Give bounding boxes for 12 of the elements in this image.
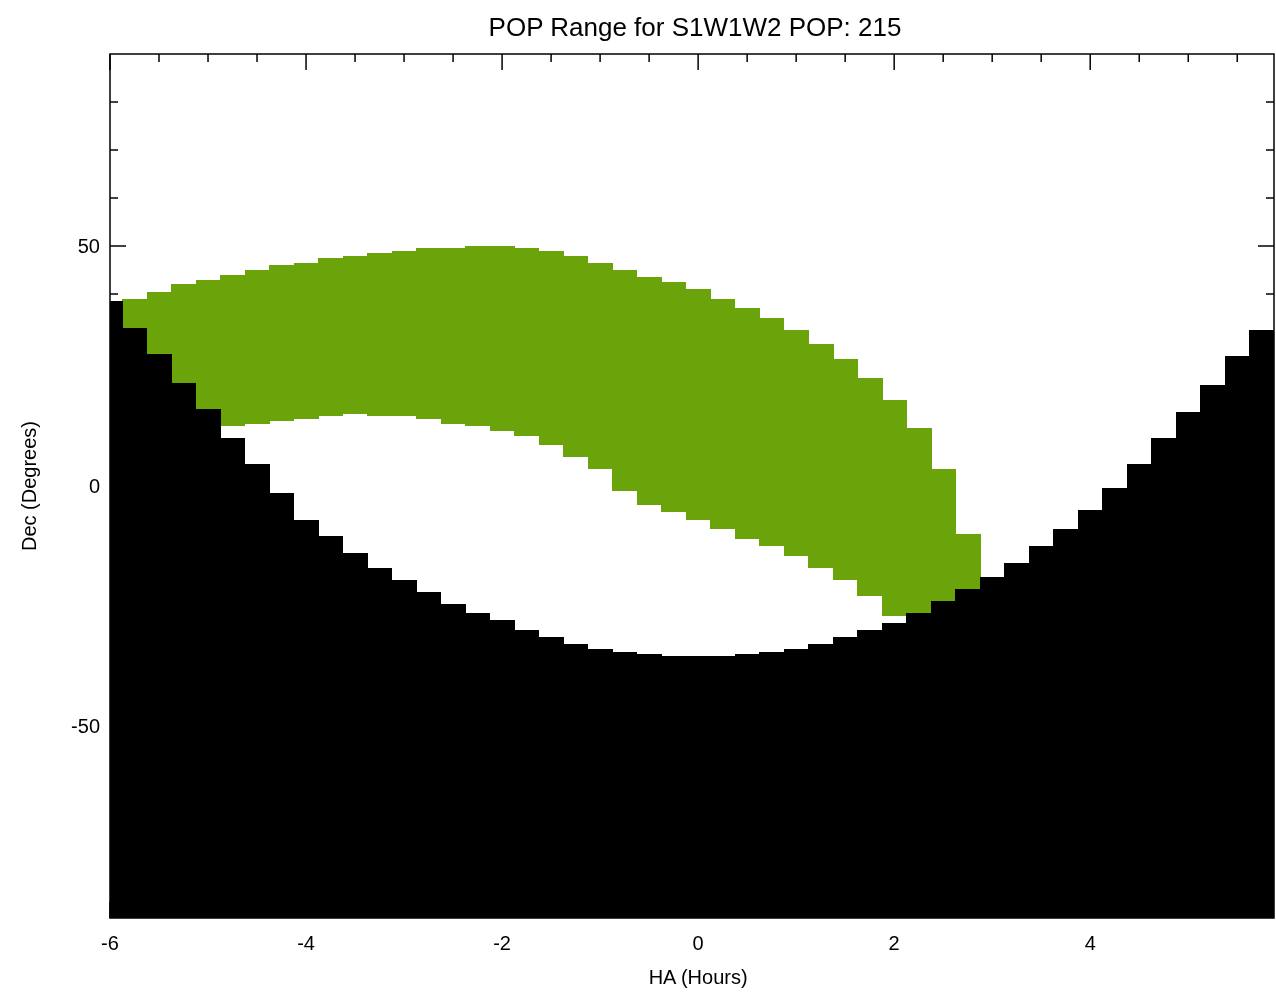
x-tick-label: 0 (692, 932, 704, 954)
x-tick-label: -4 (297, 932, 315, 954)
x-axis-title: HA (Hours) (648, 966, 748, 988)
y-axis-title: Dec (Degrees) (18, 420, 40, 552)
y-tick-label: 50 (77, 235, 100, 257)
x-tick-label: -6 (101, 932, 119, 954)
x-tick-label: -2 (493, 932, 511, 954)
x-tick-label: 2 (888, 932, 900, 954)
chart-title: POP Range for S1W1W2 POP: 215 (488, 12, 902, 42)
x-tick-label: 4 (1084, 932, 1096, 954)
y-tick-label: -50 (71, 715, 100, 737)
y-tick-label: 0 (88, 475, 100, 497)
